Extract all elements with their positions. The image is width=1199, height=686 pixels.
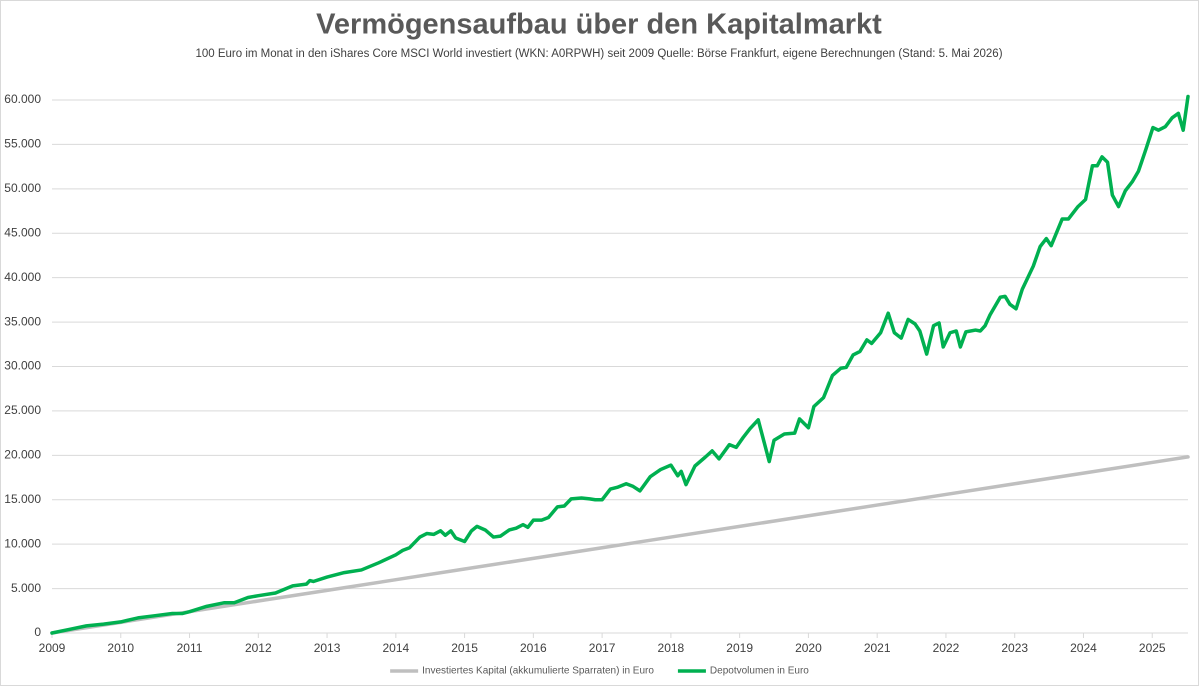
y-tick-label: 20.000 — [4, 448, 41, 462]
series-line — [50, 94, 1190, 635]
x-tick-label: 2019 — [726, 641, 753, 655]
x-tick-label: 2014 — [382, 641, 409, 655]
y-tick-label: 10.000 — [4, 536, 41, 550]
y-tick-label: 35.000 — [4, 314, 41, 328]
x-tick-label: 2023 — [1001, 641, 1028, 655]
x-tick-label: 2016 — [520, 641, 547, 655]
x-tick-label: 2018 — [658, 641, 685, 655]
y-tick-label: 40.000 — [4, 270, 41, 284]
y-tick-label: 50.000 — [4, 181, 41, 195]
x-tick-label: 2017 — [589, 641, 616, 655]
y-tick-label: 55.000 — [4, 137, 41, 151]
x-tick-label: 2010 — [107, 641, 134, 655]
y-tick-label: 45.000 — [4, 225, 41, 239]
x-tick-label: 2021 — [864, 641, 891, 655]
x-tick-label: 2025 — [1139, 641, 1166, 655]
x-tick-label: 2015 — [451, 641, 478, 655]
x-tick-label: 2024 — [1070, 641, 1097, 655]
series-line — [50, 455, 1190, 635]
grid — [51, 99, 1188, 638]
y-tick-label: 0 — [34, 625, 41, 639]
legend: Investiertes Kapital (akkumulierte Sparr… — [390, 666, 809, 677]
y-tick-label: 30.000 — [4, 359, 41, 373]
y-tick-label: 15.000 — [4, 492, 41, 506]
y-tick-label: 25.000 — [4, 403, 41, 417]
legend-item: Investiertes Kapital (akkumulierte Sparr… — [390, 666, 654, 677]
legend-item: Depotvolumen in Euro — [677, 666, 809, 677]
chart-subtitle: 100 Euro im Monat in den iShares Core MS… — [195, 48, 1002, 60]
y-tick-label: 5.000 — [11, 581, 41, 595]
legend-label: Depotvolumen in Euro — [710, 666, 809, 677]
legend-label: Investiertes Kapital (akkumulierte Sparr… — [422, 666, 654, 677]
y-tick-label: 60.000 — [4, 92, 41, 106]
x-tick-label: 2011 — [177, 641, 203, 655]
x-tick-label: 2009 — [39, 641, 66, 655]
x-tick-label: 2013 — [314, 641, 341, 655]
x-tick-label: 2012 — [245, 641, 272, 655]
x-tick-label: 2022 — [933, 641, 960, 655]
axis-labels: 0 5.000 10.000 15.000 20.000 25.000 30.000 35.0… — [4, 92, 1166, 655]
x-tick-label: 2020 — [795, 641, 822, 655]
plot-lines — [50, 94, 1190, 635]
chart-title: Vermögensaufbau über den Kapitalmarkt — [316, 9, 882, 41]
